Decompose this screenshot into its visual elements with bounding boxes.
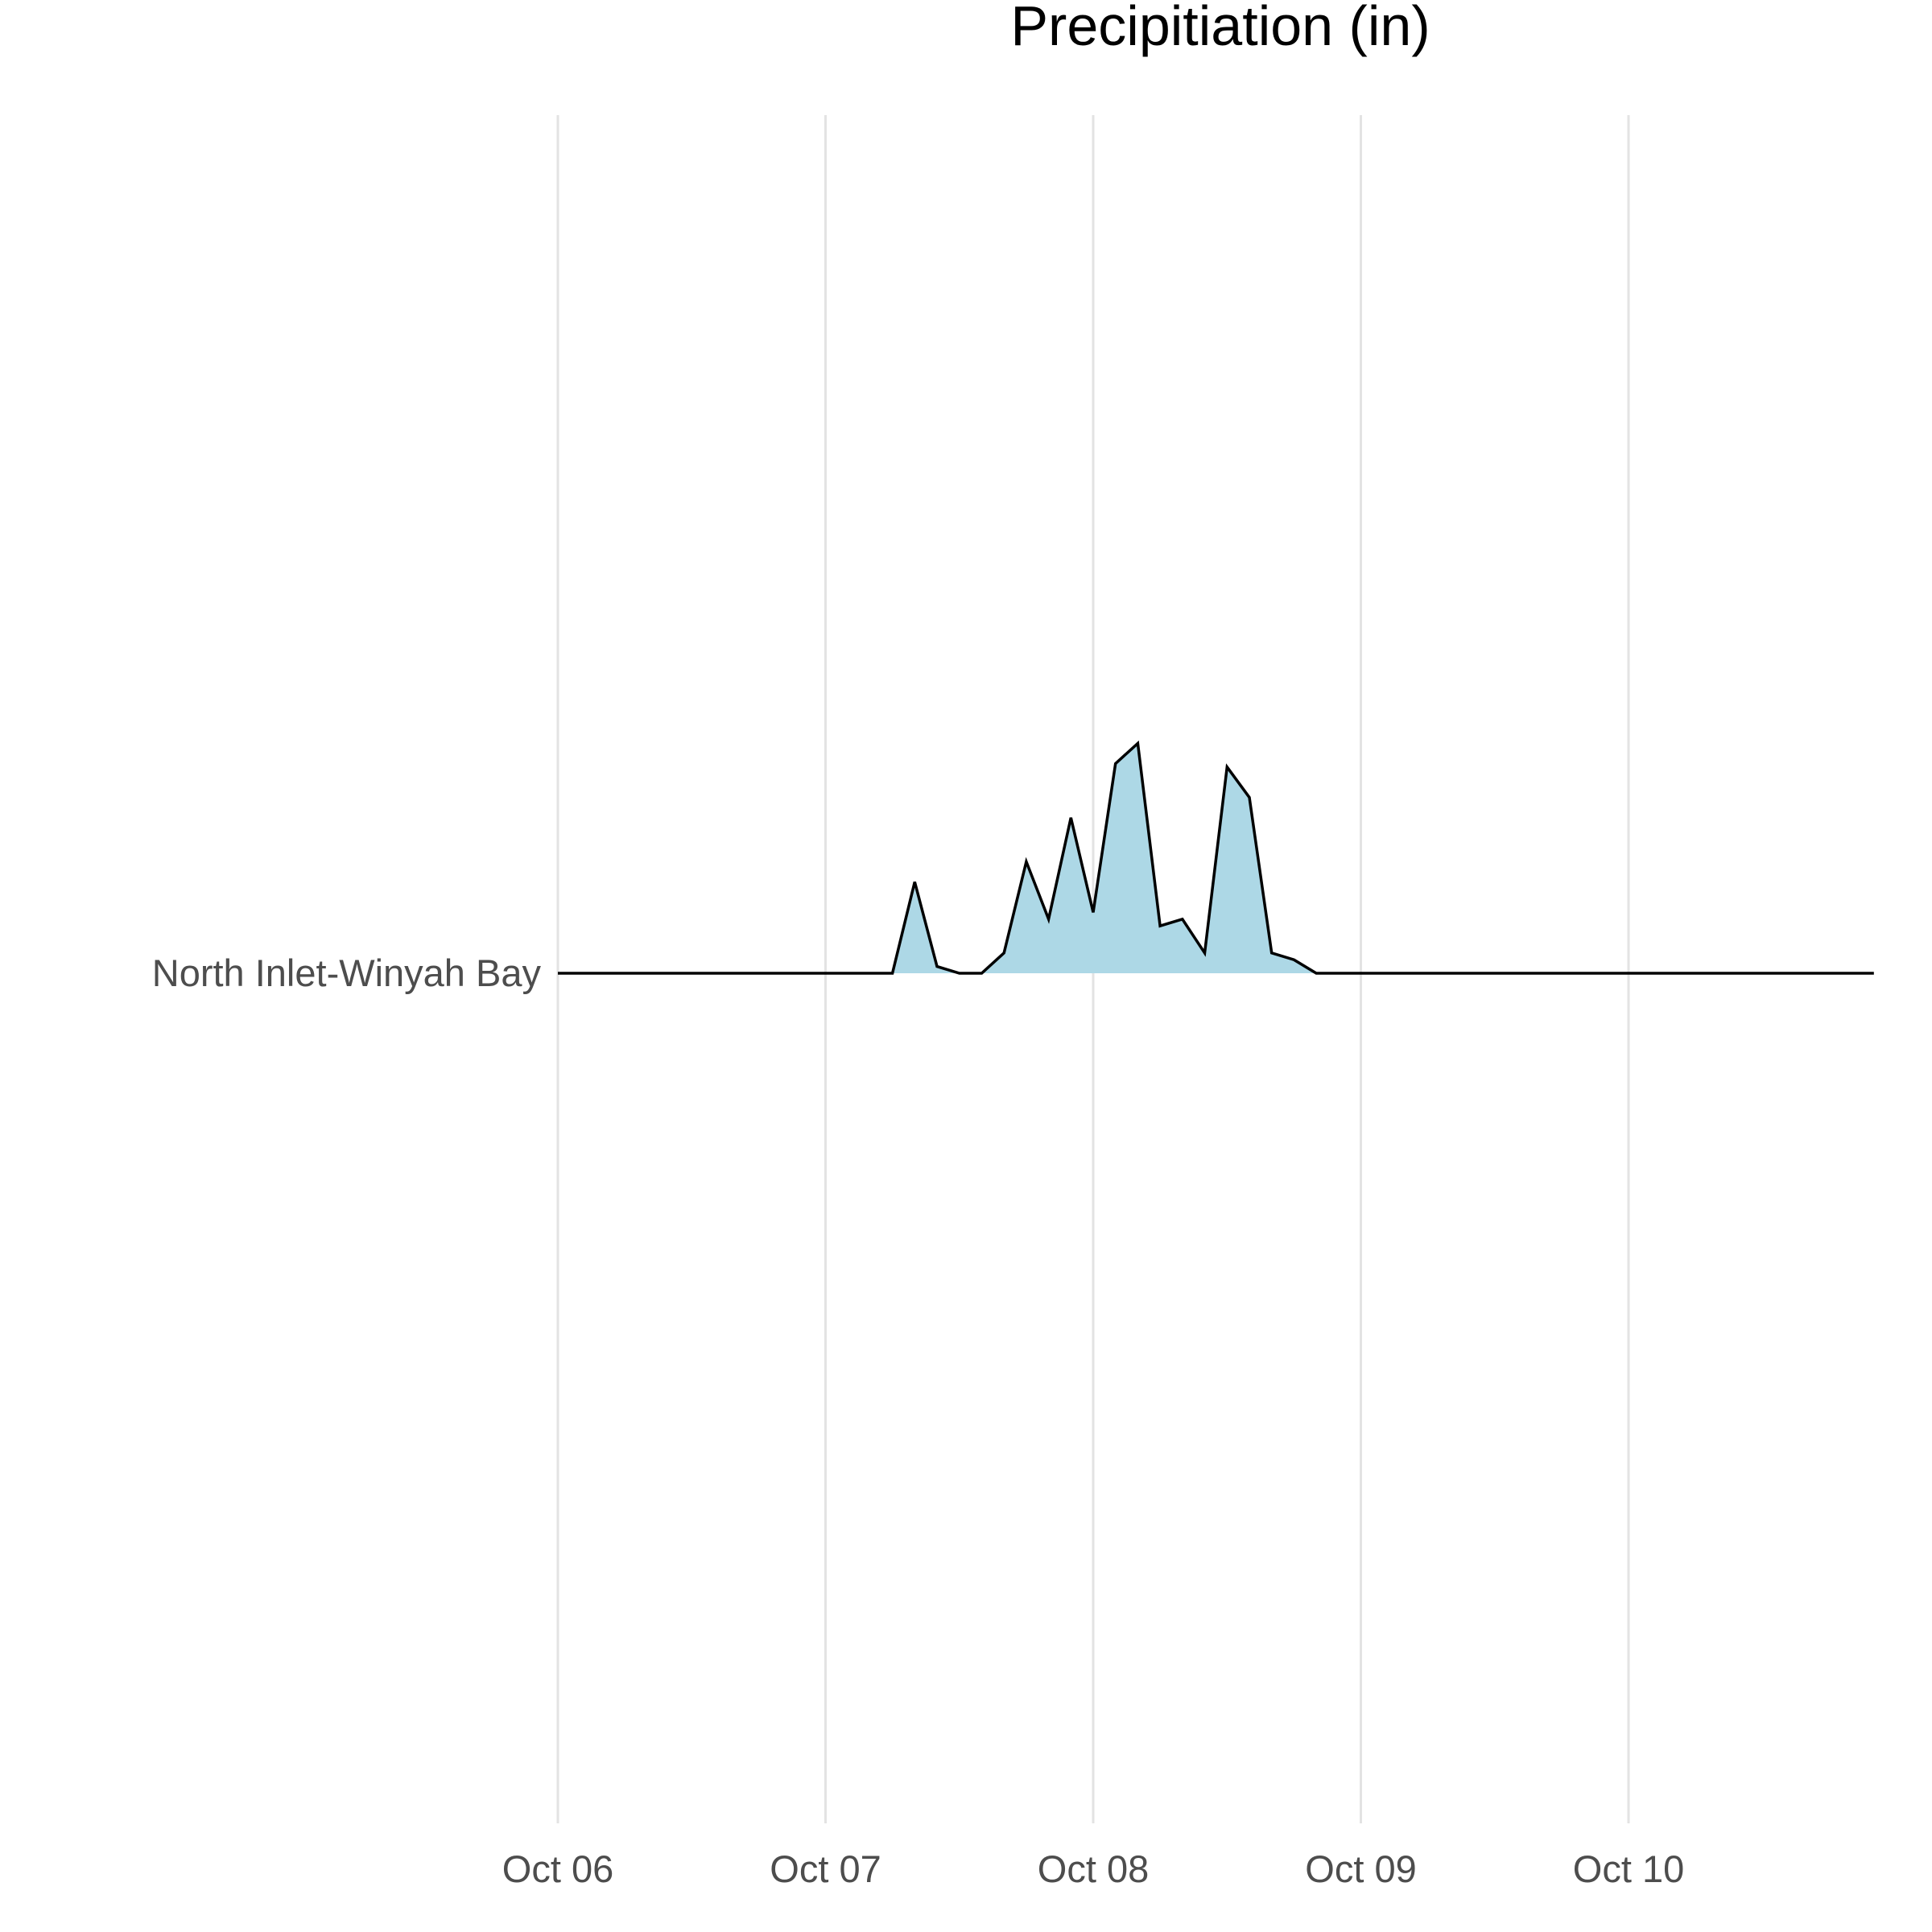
- x-tick-label: Oct 09: [1305, 1847, 1416, 1890]
- x-axis-tick-labels: Oct 06 Oct 07 Oct 08 Oct 09 Oct 10: [502, 1847, 1684, 1890]
- series-layer: [558, 740, 1874, 975]
- y-category-label: North Inlet-Winyah Bay: [152, 952, 542, 994]
- ridge-line: [558, 740, 1874, 975]
- y-category-labels: North Inlet-Winyah Bay: [152, 952, 542, 994]
- chart-title: Precipitiation (in): [1010, 0, 1430, 57]
- x-tick-label: Oct 08: [1038, 1847, 1149, 1890]
- ridge-area: [558, 743, 1874, 973]
- x-tick-label: Oct 10: [1573, 1847, 1684, 1890]
- x-tick-label: Oct 07: [770, 1847, 881, 1890]
- x-tick-label: Oct 06: [502, 1847, 613, 1890]
